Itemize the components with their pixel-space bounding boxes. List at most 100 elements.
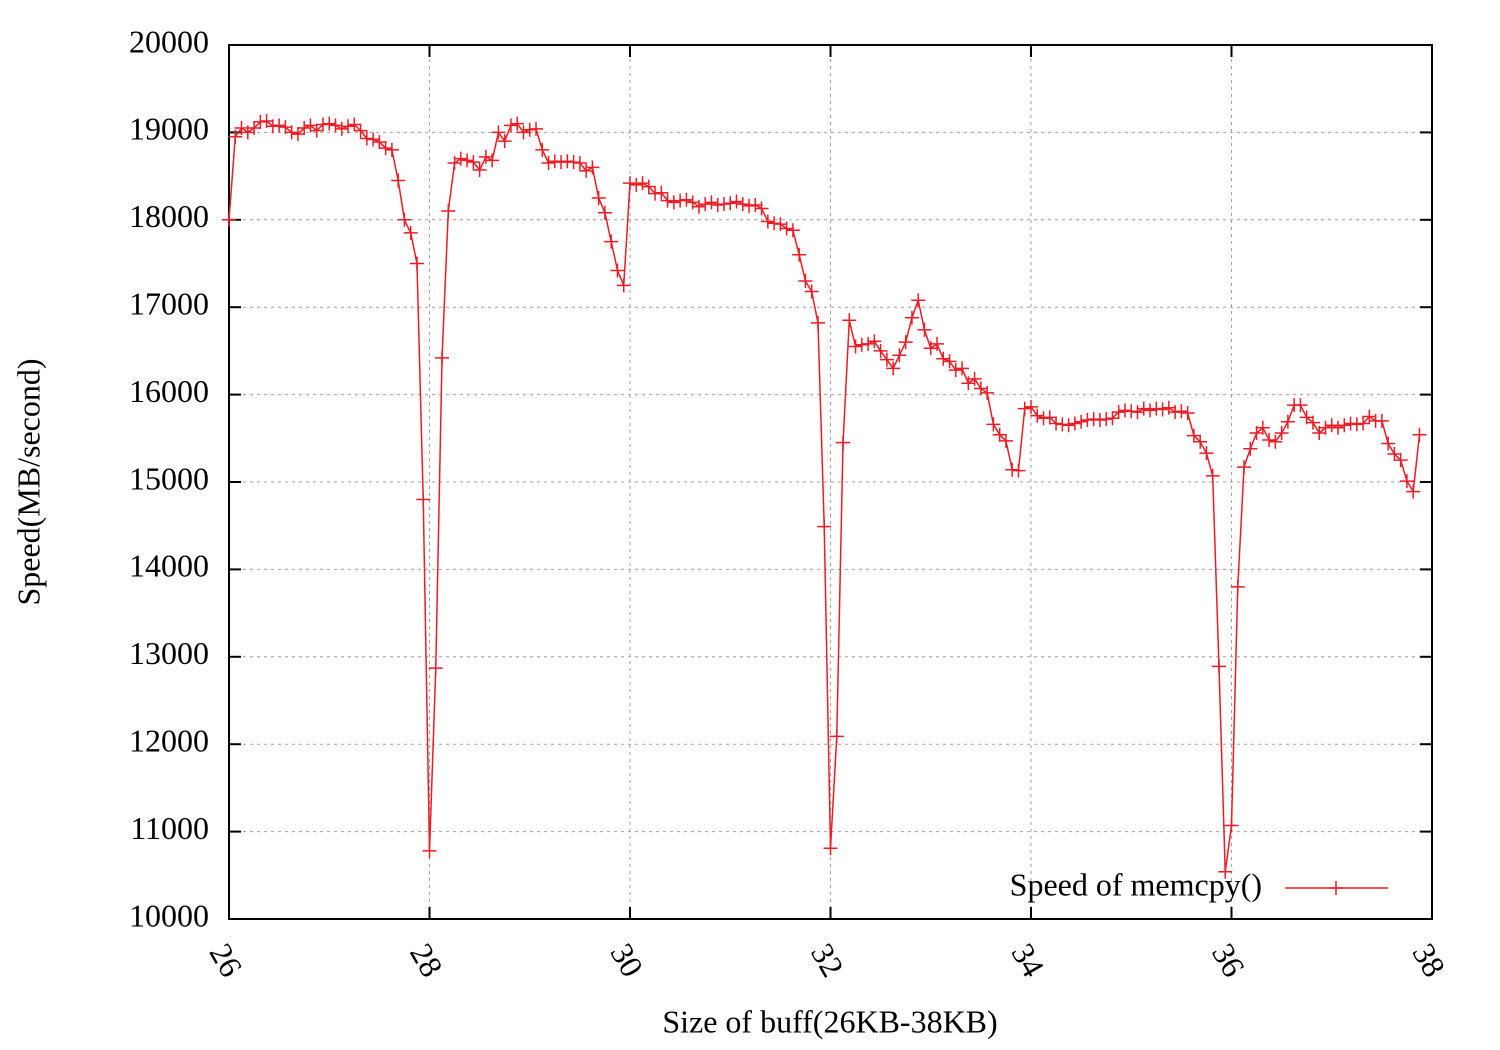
y-tick-label: 14000 <box>129 548 209 584</box>
y-axis-label: Speed(MB/second) <box>10 358 46 605</box>
point-marker <box>566 155 581 170</box>
point-marker <box>1124 404 1139 419</box>
point-marker <box>1262 433 1277 448</box>
point-marker <box>673 193 688 208</box>
point-marker <box>1349 417 1364 432</box>
point-marker <box>1117 403 1132 418</box>
x-tick-label: 28 <box>403 937 450 983</box>
point-marker <box>478 149 493 164</box>
point-marker <box>591 190 606 205</box>
point-marker <box>1143 403 1158 418</box>
y-tick-label: 16000 <box>129 373 209 409</box>
x-tick-label: 38 <box>1406 937 1453 983</box>
point-marker <box>322 116 337 131</box>
point-marker <box>1017 401 1032 416</box>
y-tick-label: 12000 <box>129 723 209 759</box>
legend-marker <box>1329 881 1343 895</box>
point-marker <box>272 118 287 133</box>
point-marker <box>1030 408 1045 423</box>
point-marker <box>409 256 424 271</box>
point-marker <box>1174 404 1189 419</box>
point-marker <box>510 116 525 131</box>
point-marker <box>986 417 1001 432</box>
point-marker <box>1412 427 1427 442</box>
point-marker <box>792 247 807 262</box>
point-marker <box>1374 413 1389 428</box>
point-marker <box>648 186 663 201</box>
point-marker <box>729 194 744 209</box>
point-marker <box>836 435 851 450</box>
x-tick-label: 36 <box>1205 937 1252 983</box>
point-marker <box>635 176 650 191</box>
point-marker <box>1381 436 1396 451</box>
point-marker <box>1324 418 1339 433</box>
point-marker <box>435 350 450 365</box>
point-marker <box>942 354 957 369</box>
point-marker <box>1042 410 1057 425</box>
point-marker <box>1211 659 1226 674</box>
point-marker <box>948 363 963 378</box>
point-marker <box>353 123 368 138</box>
point-marker <box>735 197 750 212</box>
point-marker <box>660 193 675 208</box>
point-marker <box>873 343 888 358</box>
point-marker <box>378 141 393 156</box>
y-tick-label: 17000 <box>129 286 209 322</box>
point-marker <box>416 492 431 507</box>
point-marker <box>748 197 763 212</box>
point-marker <box>547 154 562 169</box>
point-marker <box>930 336 945 351</box>
point-marker <box>955 361 970 376</box>
point-marker <box>359 131 374 146</box>
point-marker <box>854 337 869 352</box>
point-marker <box>315 117 330 132</box>
x-tick-label: 30 <box>604 937 651 983</box>
y-tick-label: 20000 <box>129 23 209 59</box>
point-marker <box>992 427 1007 442</box>
point-marker <box>1199 446 1214 461</box>
y-tick-label: 11000 <box>130 810 209 846</box>
point-marker <box>1406 484 1421 499</box>
point-marker <box>334 121 349 136</box>
point-marker <box>1168 405 1183 420</box>
point-marker <box>691 199 706 214</box>
point-marker <box>1218 864 1233 879</box>
legend-label: Speed of memcpy() <box>1010 866 1262 902</box>
point-marker <box>535 142 550 157</box>
point-marker <box>1343 416 1358 431</box>
point-marker <box>1268 434 1283 449</box>
point-marker <box>403 225 418 240</box>
point-marker <box>810 315 825 330</box>
point-marker <box>529 121 544 136</box>
point-marker <box>485 153 500 168</box>
point-marker <box>472 162 487 177</box>
point-marker <box>1224 818 1239 833</box>
x-tick-label: 34 <box>1005 937 1052 983</box>
point-marker <box>1356 416 1371 431</box>
point-marker <box>585 160 600 175</box>
point-marker <box>309 123 324 138</box>
point-marker <box>497 134 512 149</box>
y-tick-label: 18000 <box>129 198 209 234</box>
point-marker <box>247 121 262 136</box>
point-marker <box>1049 416 1064 431</box>
point-marker <box>1331 420 1346 435</box>
point-marker <box>641 179 656 194</box>
point-marker <box>1136 401 1151 416</box>
point-marker <box>1099 412 1114 427</box>
point-marker <box>867 334 882 349</box>
point-marker <box>842 313 857 328</box>
point-marker <box>1105 411 1120 426</box>
point-marker <box>892 348 907 363</box>
point-marker <box>1243 441 1258 456</box>
point-marker <box>779 221 794 236</box>
point-marker <box>616 278 631 293</box>
point-marker <box>1130 405 1145 420</box>
y-tick-label: 13000 <box>129 635 209 671</box>
point-marker <box>1205 468 1220 483</box>
point-marker <box>1024 399 1038 414</box>
point-marker <box>723 196 738 211</box>
point-marker <box>384 142 399 157</box>
point-marker <box>861 336 876 351</box>
point-marker <box>1080 412 1095 427</box>
